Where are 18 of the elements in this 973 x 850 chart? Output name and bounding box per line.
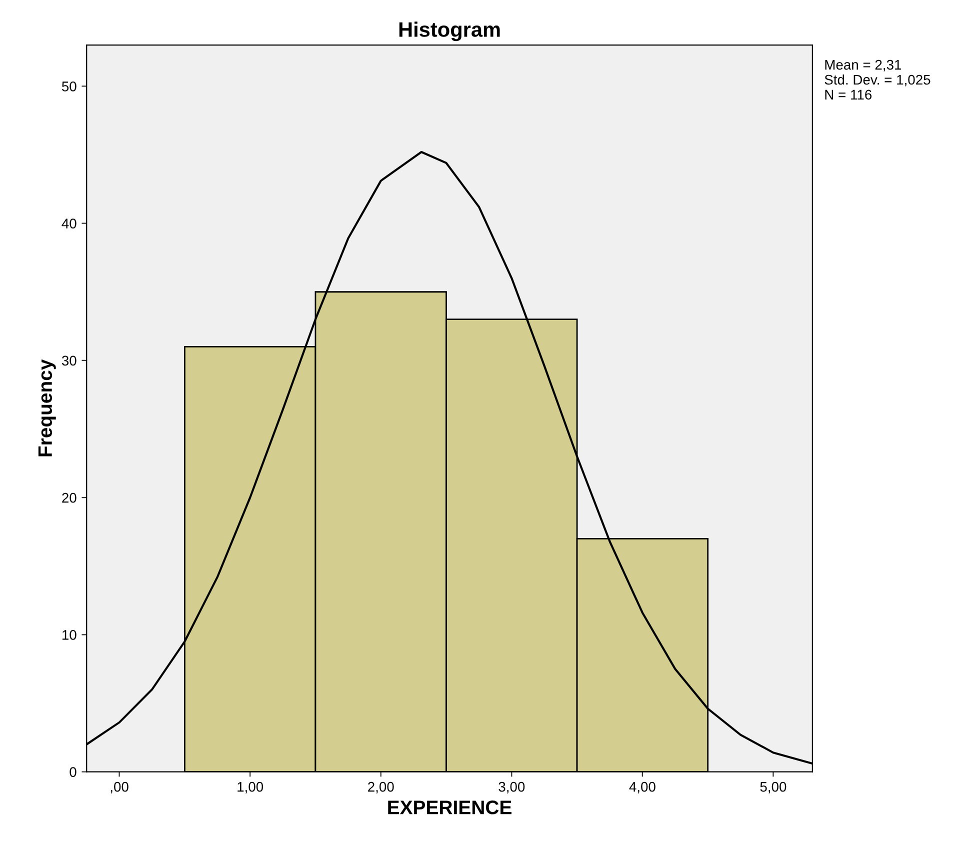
x-axis-title: EXPERIENCE [388, 800, 512, 814]
x-tick-label: 3,00 [498, 782, 525, 794]
chart-title: Histogram [399, 22, 500, 42]
x-tick-label: 4,00 [629, 782, 656, 794]
text: Mean = 2,31 [825, 60, 902, 72]
text: Std. Dev. = 1,025 [824, 74, 930, 86]
y-tick-label: 40 [62, 218, 76, 228]
y-tick-label: 20 [62, 492, 76, 503]
y-tick-label: 50 [62, 82, 76, 92]
x-tick-label: ,00 [110, 782, 128, 794]
x-tick-label: 5,00 [760, 782, 786, 794]
x-tick-label: 2,00 [368, 782, 394, 794]
y-axis-title: Frequency [38, 359, 56, 456]
x-tick-label: 1,00 [238, 782, 264, 794]
y-tick-label: 0 [70, 767, 76, 777]
text: N = 116 [825, 90, 872, 100]
y-tick-label: 30 [62, 356, 76, 366]
y-tick-label: 10 [62, 630, 76, 640]
